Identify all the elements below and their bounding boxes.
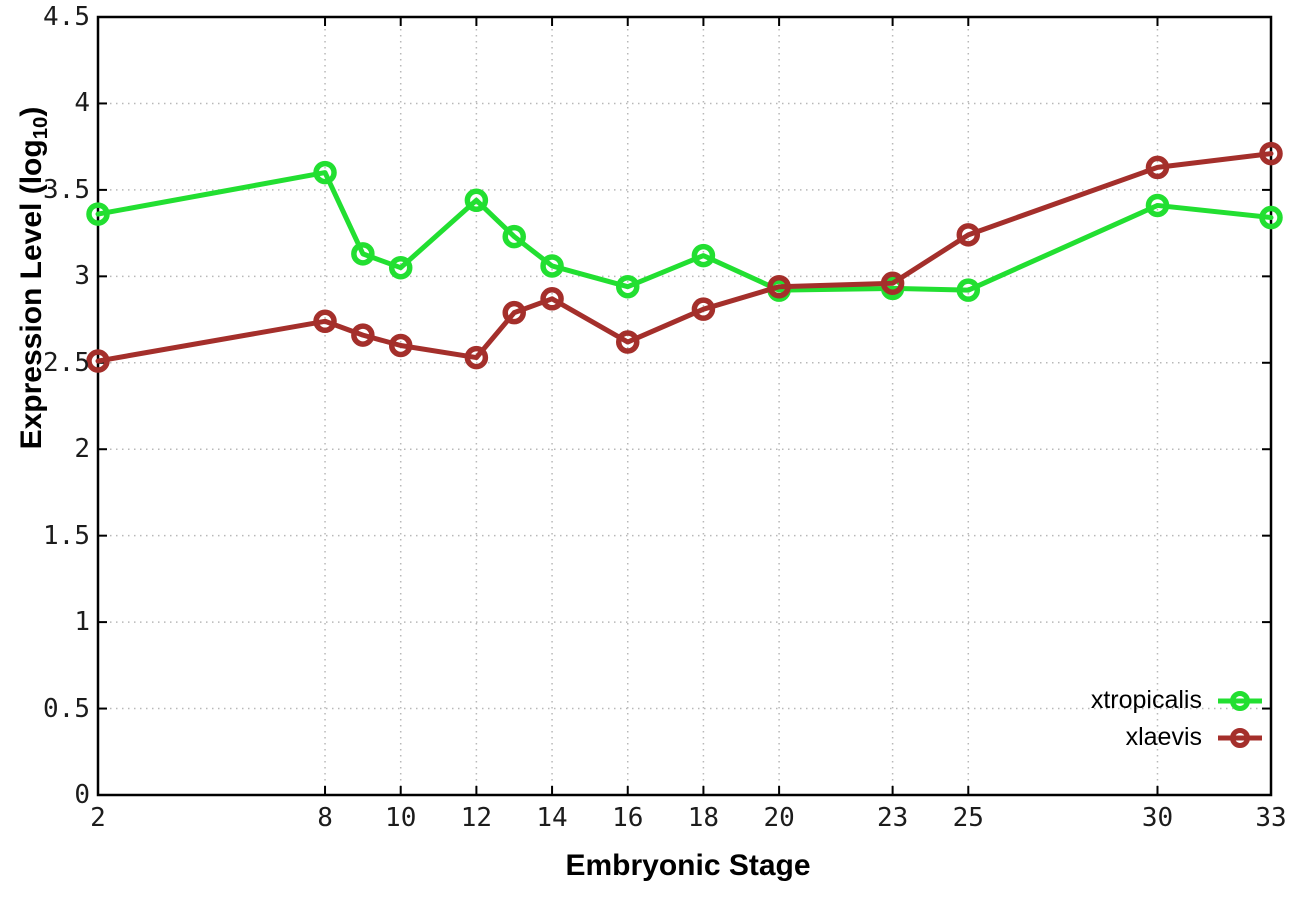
data-point-xtropicalis [1259, 205, 1283, 230]
x-tick-label: 2 [90, 803, 106, 833]
data-point-xlaevis [388, 333, 413, 358]
xlaevis-line-marker-icon [1218, 727, 1262, 748]
y-tick-label: 3.5 [43, 174, 90, 205]
x-tick-label: 33 [1255, 803, 1287, 833]
data-point-xlaevis [691, 297, 716, 321]
x-tick-label: 12 [460, 803, 493, 833]
x-tick-label: 20 [763, 803, 795, 833]
data-point-xtropicalis [464, 188, 489, 213]
data-point-xlaevis [1259, 141, 1283, 166]
y-tick-label: 3 [74, 261, 90, 292]
data-point-xtropicalis [691, 243, 716, 268]
x-tick-label: 18 [687, 803, 720, 833]
legend: xtropicalis xlaevis [1091, 682, 1264, 756]
x-tick-label: 30 [1141, 803, 1174, 833]
y-tick-label: 0 [74, 780, 90, 810]
y-tick-label: 4.5 [43, 2, 90, 32]
data-point-xlaevis [351, 323, 375, 347]
x-tick-label: 25 [952, 803, 984, 833]
data-point-xtropicalis [615, 274, 640, 299]
y-tick-label: 1 [74, 607, 90, 638]
xtropicalis-line-marker-icon [1218, 690, 1262, 711]
data-point-xtropicalis [351, 242, 375, 266]
legend-item-xtropicalis: xtropicalis [1091, 682, 1264, 719]
x-tick-label: 10 [385, 803, 417, 833]
x-tick-label: 8 [317, 803, 333, 833]
legend-item-xlaevis: xlaevis [1091, 719, 1264, 756]
data-point-xtropicalis [388, 255, 413, 280]
y-tick-label: 2 [74, 434, 90, 465]
data-point-xlaevis [767, 274, 791, 299]
data-point-xtropicalis [502, 224, 526, 249]
data-point-xtropicalis [86, 202, 110, 226]
data-point-xtropicalis [540, 254, 564, 278]
y-tick-label: 2.5 [43, 347, 90, 378]
y-tick-label: 0.5 [43, 693, 90, 724]
y-tick-label: 4 [74, 88, 90, 119]
data-point-xlaevis [615, 330, 640, 354]
legend-label-xlaevis: xlaevis [1125, 723, 1202, 751]
data-point-xlaevis [540, 287, 564, 311]
x-axis-title: Embryonic Stage [565, 849, 811, 882]
x-tick-label: 14 [536, 803, 568, 833]
data-point-xlaevis [313, 309, 337, 334]
y-axis-title-subscript: 10 [30, 116, 53, 140]
x-tick-label: 23 [876, 803, 909, 833]
data-point-xlaevis [1145, 155, 1170, 180]
data-point-xtropicalis [313, 160, 337, 185]
x-tick-label: 16 [612, 803, 644, 833]
data-point-xtropicalis [956, 278, 981, 302]
series-line-xlaevis [95, 151, 1274, 364]
data-point-xlaevis [86, 349, 110, 373]
legend-label-xtropicalis: xtropicalis [1090, 686, 1202, 714]
y-tick-label: 1.5 [43, 520, 90, 551]
data-point-xlaevis [502, 300, 526, 325]
data-point-xtropicalis [1145, 193, 1170, 218]
data-point-xlaevis [956, 223, 981, 247]
data-point-xlaevis [880, 271, 905, 295]
plot-border [96, 15, 1273, 797]
data-point-xlaevis [464, 345, 489, 370]
